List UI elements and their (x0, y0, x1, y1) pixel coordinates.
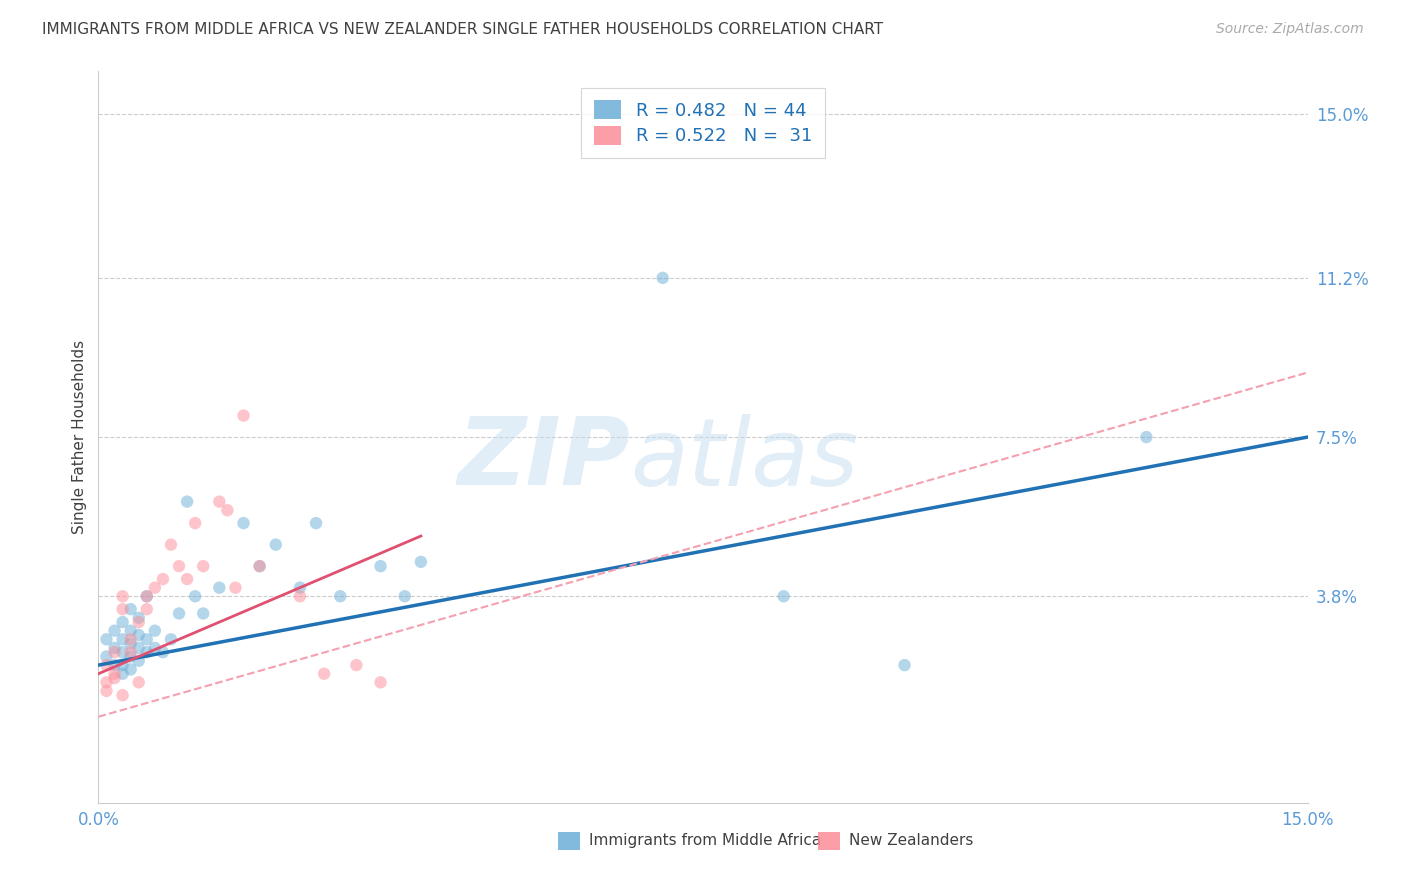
Point (167, 559, 190, 574)
Point (249, 559, 271, 574)
Point (160, 538, 183, 552)
Point (344, 658, 367, 673)
Point (111, 615, 134, 629)
Point (96, 649, 118, 664)
Y-axis label: Single Father Households: Single Father Households (72, 340, 87, 534)
Point (893, 658, 915, 673)
Text: ZIP: ZIP (457, 413, 630, 505)
Point (120, 632, 142, 647)
Point (176, 572, 198, 586)
Point (135, 589, 157, 603)
Point (249, 559, 271, 574)
Point (128, 640, 150, 655)
Point (232, 516, 254, 530)
Point (120, 649, 142, 664)
Point (208, 494, 231, 508)
Point (128, 628, 150, 642)
Legend: R = 0.482   N = 44, R = 0.522   N =  31: R = 0.482 N = 44, R = 0.522 N = 31 (582, 87, 824, 158)
Text: IMMIGRANTS FROM MIDDLE AFRICA VS NEW ZEALANDER SINGLE FATHER HOUSEHOLDS CORRELAT: IMMIGRANTS FROM MIDDLE AFRICA VS NEW ZEA… (42, 22, 883, 37)
Point (111, 658, 134, 673)
Text: Immigrants from Middle Africa: Immigrants from Middle Africa (589, 833, 821, 848)
Point (103, 666, 125, 681)
Point (111, 645, 134, 659)
Point (208, 581, 231, 595)
Point (111, 688, 134, 702)
Point (184, 589, 207, 603)
Point (135, 632, 157, 647)
Point (120, 645, 142, 659)
Point (232, 409, 254, 423)
Bar (818, 832, 839, 850)
Point (96, 684, 118, 698)
Point (120, 624, 142, 638)
Point (217, 503, 239, 517)
Point (128, 675, 150, 690)
Point (143, 624, 166, 638)
Point (394, 589, 416, 603)
Point (103, 640, 125, 655)
Point (409, 555, 432, 569)
Point (264, 538, 287, 552)
Point (96, 658, 118, 673)
Point (176, 494, 198, 508)
Point (314, 666, 336, 681)
Point (103, 658, 125, 673)
Point (111, 589, 134, 603)
Bar (558, 832, 579, 850)
Point (184, 516, 207, 530)
Point (135, 645, 157, 659)
Point (103, 624, 125, 638)
Point (120, 662, 142, 676)
Point (288, 581, 311, 595)
Text: Source: ZipAtlas.com: Source: ZipAtlas.com (1216, 22, 1364, 37)
Point (160, 632, 183, 647)
Point (111, 666, 134, 681)
Point (1135, 430, 1157, 444)
Point (128, 654, 150, 668)
Text: atlas: atlas (630, 414, 859, 505)
Point (96, 675, 118, 690)
Point (152, 572, 174, 586)
Point (651, 271, 673, 285)
Point (135, 602, 157, 616)
Point (167, 607, 190, 621)
Point (111, 602, 134, 616)
Point (224, 581, 246, 595)
Point (288, 589, 311, 603)
Point (305, 516, 328, 530)
Point (152, 645, 174, 659)
Text: New Zealanders: New Zealanders (849, 833, 974, 848)
Point (103, 671, 125, 685)
Point (120, 602, 142, 616)
Point (120, 637, 142, 651)
Point (143, 581, 166, 595)
Point (772, 589, 794, 603)
Point (128, 615, 150, 629)
Point (143, 640, 166, 655)
Point (135, 589, 157, 603)
Point (193, 559, 215, 574)
Point (96, 632, 118, 647)
Point (329, 589, 352, 603)
Point (370, 675, 392, 690)
Point (111, 632, 134, 647)
Point (193, 607, 215, 621)
Point (370, 559, 392, 574)
Point (103, 645, 125, 659)
Point (128, 611, 150, 625)
